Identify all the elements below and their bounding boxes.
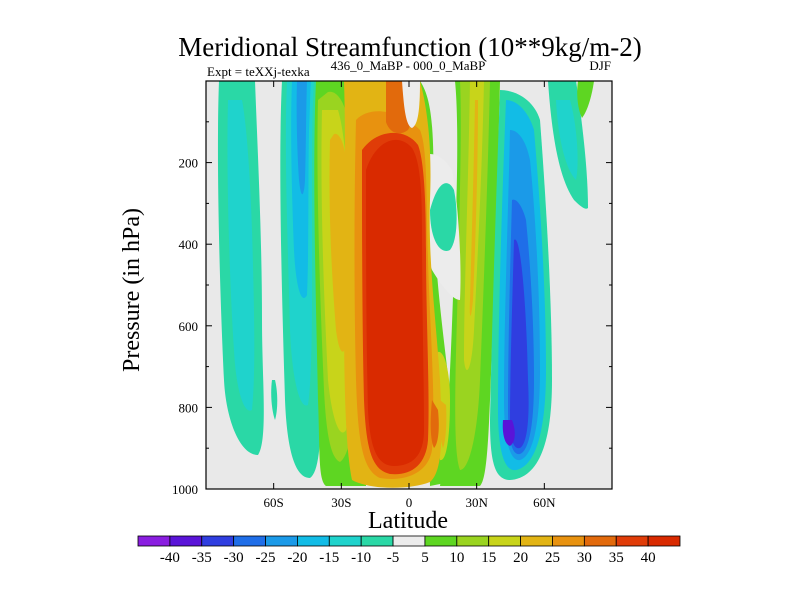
colorbar-swatch	[265, 535, 298, 547]
nh-upper-negative	[430, 183, 457, 251]
sh-subtropical-positive-core	[329, 133, 349, 352]
tropical-core-notch	[402, 81, 420, 128]
colorbar-label: 10	[449, 550, 464, 566]
colorbar-swatch	[169, 535, 203, 547]
y-tick-label: 800	[179, 400, 199, 415]
colorbar-swatch	[360, 535, 394, 547]
nh-midlat-negative-core	[510, 239, 529, 449]
colorbar-swatch	[392, 535, 426, 547]
colorbar-swatch	[647, 535, 681, 547]
sh-polar-negative-inner	[227, 100, 255, 411]
contour-fills	[217, 81, 594, 488]
colorbar-label: -40	[160, 550, 180, 566]
colorbar-label: 30	[577, 550, 592, 566]
colorbar-swatch	[615, 535, 649, 547]
colorbar-label: -15	[319, 550, 339, 566]
colorbar-swatch	[456, 535, 490, 547]
right-string: DJF	[589, 58, 611, 73]
colorbar-swatch	[520, 535, 553, 547]
colorbar-label: 20	[513, 550, 528, 566]
colorbar-label: -5	[387, 550, 400, 566]
chart-title: Meridional Streamfunction (10**9kg/m-2)	[178, 32, 641, 62]
colorbar-swatch	[137, 535, 171, 547]
x-tick-label: 60N	[533, 495, 556, 510]
nh-tropical-edge-streak	[469, 100, 478, 316]
nh-midlat-negative-peak	[502, 420, 515, 446]
y-axis-ticks: 200 400 600 800 1000	[172, 121, 612, 497]
sh-midlat-negative-core	[296, 81, 307, 195]
x-axis-ticks: 60S 30S 0 30N 60N	[264, 81, 556, 510]
colorbar-label: 15	[481, 550, 496, 566]
colorbar-label: 5	[421, 550, 429, 566]
colorbar: -40 -35 -30 -25 -20 -15 -10 -5 5 10 15 20 25 30 35 40	[137, 535, 681, 566]
colorbar-swatch	[201, 535, 235, 547]
colorbar-swatch	[233, 535, 266, 547]
left-string: Expt = teXXj-texka	[207, 64, 310, 79]
colorbar-label: -20	[287, 550, 307, 566]
colorbar-label: 35	[609, 550, 624, 566]
x-tick-label: 30S	[331, 495, 351, 510]
colorbar-label: -10	[351, 550, 371, 566]
y-tick-label: 400	[179, 237, 199, 252]
colorbar-swatch	[297, 535, 330, 547]
y-tick-label: 1000	[172, 482, 198, 497]
colorbar-swatch	[424, 535, 458, 547]
x-tick-label: 60S	[264, 495, 284, 510]
center-string: 436_0_MaBP - 000_0_MaBP	[331, 58, 486, 73]
colorbar-label: 25	[545, 550, 560, 566]
colorbar-swatch	[488, 535, 521, 547]
sh-small-negative-spot	[271, 380, 278, 420]
x-axis-title: Latitude	[368, 508, 448, 534]
y-axis-title: Pressure (in hPa)	[119, 208, 145, 372]
nh-polar-positive-patch	[577, 81, 594, 118]
x-tick-label: 30N	[465, 495, 488, 510]
colorbar-swatch	[552, 535, 585, 547]
colorbar-label: -25	[256, 550, 276, 566]
x-tick-label: 0	[406, 495, 413, 510]
colorbar-label: -30	[224, 550, 244, 566]
colorbar-label: 40	[641, 550, 656, 566]
y-tick-label: 200	[179, 156, 199, 171]
colorbar-swatch	[583, 535, 617, 547]
tropical-core-center	[366, 139, 424, 467]
colorbar-swatch	[328, 535, 362, 547]
y-tick-label: 600	[179, 319, 199, 334]
nh-high-negative-inner	[556, 100, 578, 180]
tropical-core-lower-lobe	[430, 400, 439, 448]
colorbar-label: -35	[192, 550, 212, 566]
